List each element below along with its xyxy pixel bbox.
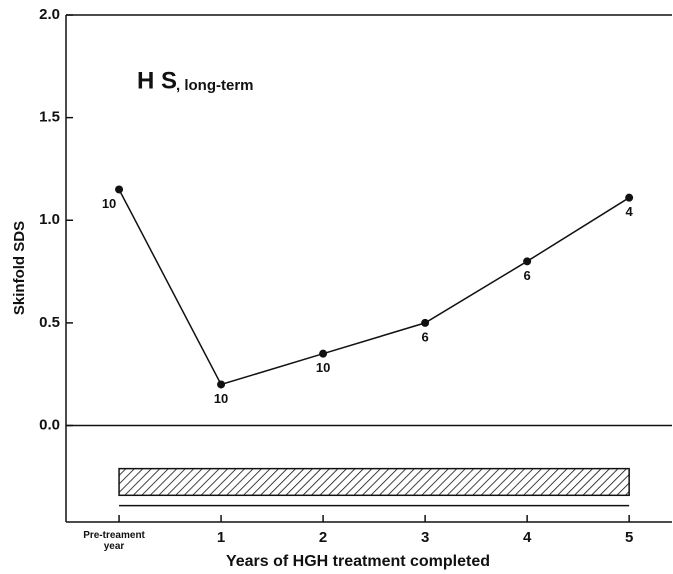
n-label: 10 — [214, 391, 228, 406]
x-tick-label: 3 — [421, 529, 429, 546]
x-tick-label: 1 — [217, 529, 225, 546]
x-tick-label: Pre-treament year — [83, 530, 145, 552]
x-axis-label: Years of HGH treatment completed — [226, 553, 490, 570]
data-point — [319, 349, 328, 358]
n-label: 4 — [626, 204, 634, 219]
data-point — [421, 318, 430, 327]
y-tick-label: 0.0 — [39, 416, 60, 433]
x-tick-label: 5 — [625, 529, 633, 546]
n-label: 10 — [102, 196, 116, 211]
data-point — [115, 185, 124, 194]
y-axis-label: Skinfold SDS — [11, 221, 28, 315]
treatment-bar — [118, 467, 630, 497]
n-label: 6 — [524, 268, 531, 283]
x-tick-label: 4 — [523, 529, 532, 546]
series-line — [118, 189, 630, 386]
y-tick-label: 0.5 — [39, 314, 60, 331]
data-point — [625, 193, 634, 202]
data-point — [217, 380, 226, 389]
n-label: 6 — [421, 329, 428, 344]
y-tick-label: 1.0 — [39, 211, 60, 228]
x-tick-label: 2 — [319, 529, 327, 546]
chart-subtitle: , long-term — [176, 77, 254, 94]
chart-title: H S — [137, 67, 177, 94]
data-point — [523, 257, 532, 266]
y-tick-label: 2.0 — [39, 6, 60, 23]
n-label: 10 — [316, 360, 330, 375]
y-tick-label: 1.5 — [39, 109, 60, 126]
